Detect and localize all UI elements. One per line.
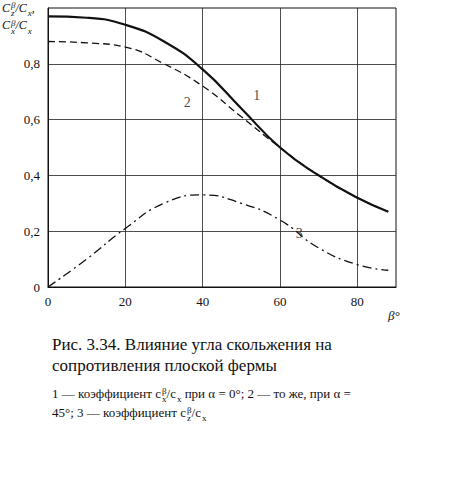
svg-text:20: 20: [119, 294, 132, 309]
html-text:x/ Cx: x/ Cx: [11, 18, 32, 36]
svg-text:3: 3: [295, 226, 303, 242]
svg-text:0: 0: [45, 294, 52, 309]
html-text:Cβ: Cβ: [2, 0, 16, 15]
svg-text:2: 2: [184, 95, 191, 110]
html-text:z/ Cx,: z/ Cx,: [11, 1, 35, 19]
svg-text:0,6: 0,6: [24, 112, 41, 127]
svg-text:0,2: 0,2: [24, 224, 40, 239]
svg-text:0,4: 0,4: [24, 168, 41, 183]
html-text:z/ cx: z/ cx: [187, 405, 207, 423]
svg-text:40: 40: [196, 294, 209, 309]
svg-text:0,8: 0,8: [24, 56, 40, 71]
svg-text:1: 1: [253, 88, 260, 103]
html-text:1 — коэффициент cβ: 1 — коэффициент cβ: [52, 386, 167, 401]
svg-text:60: 60: [274, 294, 287, 309]
html-text:Cβ: Cβ: [2, 17, 16, 33]
svg-text:β°: β°: [387, 308, 400, 322]
svg-text:80: 80: [351, 294, 364, 309]
svg-text:0: 0: [34, 280, 41, 295]
html-text:Рис. 3.34. Влияние угла скольж: Рис. 3.34. Влияние угла скольжения на со…: [52, 335, 332, 375]
html-text:x/ cxпри α = 0°; 2 — то же, пр: x/ cxпри α = 0°; 2 — то же, при α = 45°;…: [52, 386, 351, 420]
